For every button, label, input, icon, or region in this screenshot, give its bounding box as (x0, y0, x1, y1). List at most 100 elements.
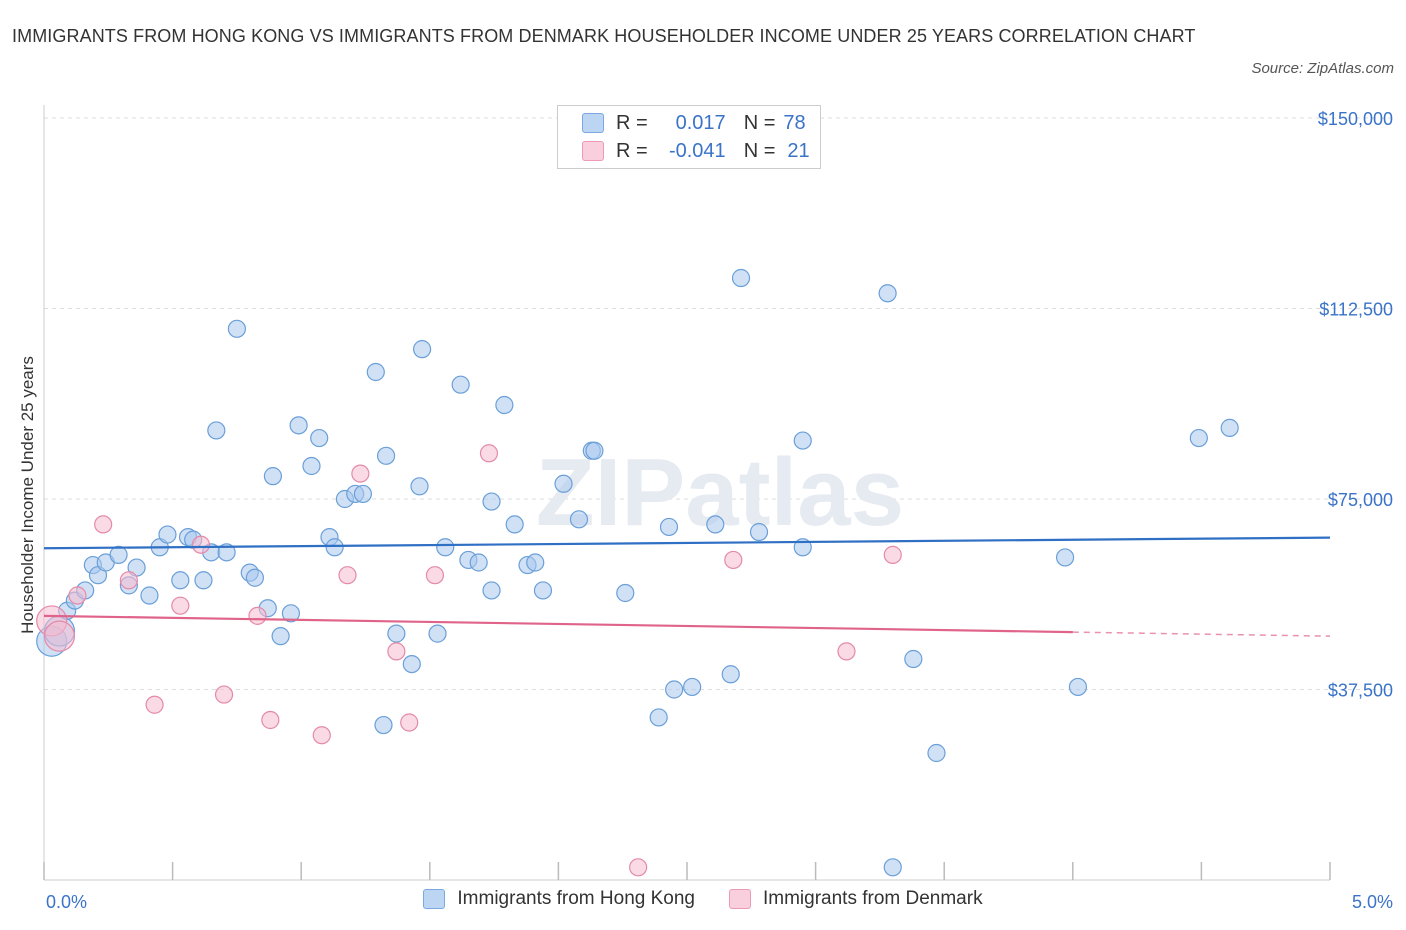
series-swatch-hong-kong (423, 889, 446, 909)
series-name-hong-kong: Immigrants from Hong Kong (457, 888, 695, 909)
point-hong-kong (554, 474, 573, 493)
point-hong-kong (281, 604, 301, 623)
point-hong-kong (271, 627, 290, 646)
point-hong-kong (505, 515, 524, 534)
point-hong-kong (616, 583, 635, 603)
legend-n-label: N = (743, 139, 776, 162)
point-hong-kong (927, 743, 946, 763)
point-denmark (351, 464, 370, 483)
x-axis-ticks (43, 862, 1331, 880)
point-hong-kong (883, 858, 902, 877)
point-hong-kong (659, 517, 679, 537)
point-hong-kong (585, 441, 604, 460)
legend-n-value: 78 (783, 111, 806, 134)
point-hong-kong (749, 522, 769, 542)
point-hong-kong (217, 543, 236, 562)
point-hong-kong (793, 431, 812, 450)
legend-r-label: R = (616, 111, 648, 134)
point-hong-kong (469, 553, 488, 572)
point-hong-kong (878, 284, 897, 303)
legend-row-denmark: R = -0.041 N = 21 (582, 138, 810, 164)
point-denmark (400, 713, 419, 732)
point-hong-kong (171, 571, 190, 590)
y-tick-label: $75,000 (1328, 490, 1393, 510)
legend-swatch-hong-kong (582, 113, 604, 133)
point-hong-kong (495, 395, 514, 415)
point-hong-kong (533, 581, 553, 600)
point-hong-kong (731, 268, 751, 288)
point-hong-kong (194, 571, 213, 590)
point-hong-kong (904, 649, 923, 669)
point-hong-kong (1220, 418, 1239, 437)
point-hong-kong (366, 362, 385, 382)
point-hong-kong (428, 624, 447, 643)
point-hong-kong (706, 515, 725, 534)
grid-lines (44, 117, 1392, 690)
point-denmark (171, 596, 190, 615)
point-denmark (837, 642, 856, 661)
point-hong-kong (353, 484, 373, 504)
point-hong-kong (721, 665, 740, 684)
point-hong-kong (263, 467, 283, 486)
y-axis-tick-labels: $37,500 $75,000 $112,500 $150,000 (1318, 109, 1393, 701)
point-hong-kong (376, 446, 396, 465)
y-axis-label: Householder Income Under 25 years (18, 356, 37, 634)
data-points (36, 268, 1239, 877)
trend-line-denmark-extrapolated (1072, 631, 1331, 637)
trend-line-hong-kong (43, 536, 1331, 550)
point-denmark (338, 566, 357, 585)
point-hong-kong (1055, 548, 1075, 567)
point-hong-kong (302, 456, 321, 476)
trend-lines (43, 536, 1331, 637)
point-denmark (119, 571, 138, 590)
point-hong-kong (410, 477, 429, 496)
point-denmark (479, 444, 499, 463)
correlation-legend: R = 0.017 N = 78 R = -0.041 N = 21 (557, 105, 821, 169)
y-tick-label: $37,500 (1328, 681, 1393, 701)
point-denmark (629, 858, 648, 877)
series-legend: Immigrants from Hong Kong Immigrants fro… (0, 888, 1406, 910)
point-hong-kong (245, 568, 265, 587)
series-legend-hong-kong: Immigrants from Hong Kong (423, 888, 695, 910)
legend-n-value: 21 (787, 139, 810, 162)
chart-title: IMMIGRANTS FROM HONG KONG VS IMMIGRANTS … (12, 26, 1196, 46)
series-legend-denmark: Immigrants from Denmark (728, 888, 983, 910)
point-denmark (191, 535, 210, 554)
point-hong-kong (569, 510, 589, 529)
point-denmark (312, 726, 331, 745)
point-hong-kong (412, 340, 432, 359)
series-name-denmark: Immigrants from Denmark (762, 888, 983, 909)
legend-swatch-denmark (582, 141, 604, 161)
y-tick-label: $150,000 (1318, 109, 1393, 129)
point-hong-kong (526, 553, 545, 572)
point-hong-kong (649, 708, 668, 727)
point-hong-kong (158, 525, 177, 544)
legend-r-label: R = (616, 139, 648, 162)
point-hong-kong (665, 680, 684, 699)
point-hong-kong (109, 545, 128, 564)
point-hong-kong (310, 428, 329, 448)
point-hong-kong (482, 492, 501, 511)
point-denmark (94, 515, 113, 534)
point-hong-kong (140, 586, 159, 605)
legend-r-value: -0.041 (668, 139, 726, 162)
point-hong-kong (451, 375, 470, 394)
point-hong-kong (402, 654, 421, 674)
point-hong-kong (207, 421, 226, 440)
point-denmark (145, 695, 164, 714)
point-denmark (387, 642, 406, 661)
point-denmark (43, 620, 76, 652)
point-hong-kong (289, 416, 308, 435)
trend-line-denmark (43, 614, 1073, 634)
point-hong-kong (436, 538, 455, 557)
source-label: Source: ZipAtlas.com (1251, 60, 1394, 77)
point-denmark (425, 566, 445, 585)
point-hong-kong (482, 581, 501, 600)
point-hong-kong (387, 624, 406, 643)
point-denmark (883, 545, 902, 564)
point-hong-kong (683, 677, 702, 697)
point-denmark (724, 550, 743, 570)
y-tick-label: $112,500 (1319, 300, 1393, 320)
point-hong-kong (1189, 428, 1208, 448)
